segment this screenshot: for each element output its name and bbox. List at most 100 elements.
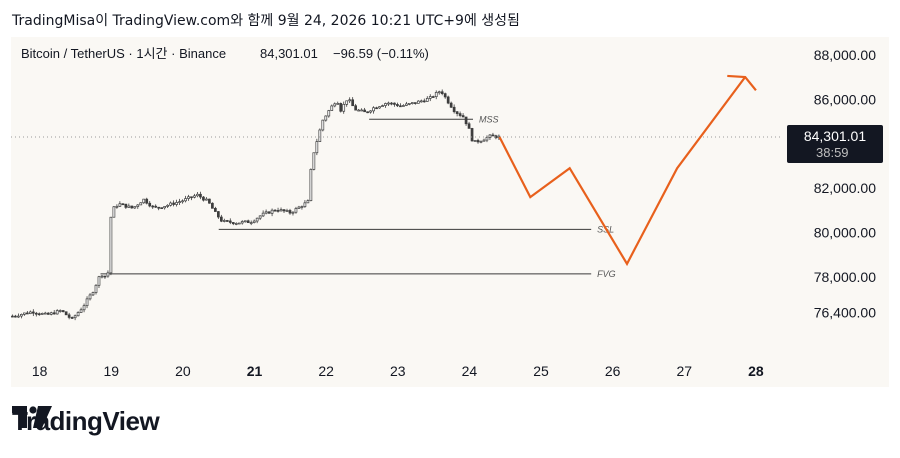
candle-body <box>449 102 453 108</box>
candle-body <box>288 210 292 214</box>
y-tick-label: 86,000.00 <box>814 91 876 107</box>
x-tick-label: 18 <box>32 363 48 379</box>
candle-body <box>339 103 343 112</box>
candle-body <box>148 202 152 207</box>
candle-body <box>413 102 417 104</box>
candle-body <box>378 106 381 109</box>
candle-body <box>476 140 480 143</box>
candle-body <box>312 152 316 170</box>
candle-body <box>211 202 214 209</box>
candle-body <box>106 272 110 277</box>
candle-body <box>103 275 107 278</box>
candle-body <box>214 207 217 212</box>
candle-body <box>297 206 301 209</box>
candle-body <box>261 212 265 217</box>
x-tick-label: 28 <box>748 363 764 379</box>
candle-body <box>479 140 483 143</box>
candle-body <box>222 220 226 222</box>
candle-body <box>240 221 244 224</box>
tradingview-logo[interactable]: TradingView <box>12 406 160 437</box>
candle-body <box>390 102 393 105</box>
candle-body <box>31 311 35 314</box>
candle-body <box>85 298 89 307</box>
candle-body <box>154 205 158 208</box>
x-tick-label: 25 <box>533 363 549 379</box>
candle-body <box>300 206 304 208</box>
publish-info: TradingMisa이 TradingView.com와 함께 9월 24, … <box>12 13 520 29</box>
candle-body <box>202 196 205 201</box>
candle-body <box>82 305 86 311</box>
candle-body <box>14 315 17 318</box>
candle-body <box>411 102 414 104</box>
candle-body <box>187 196 190 199</box>
chart-panel[interactable]: MSS SSL FVG 88,000.00 86,000.00 82,000.00 80,… <box>11 37 889 387</box>
candle-body <box>425 98 429 102</box>
candle-body <box>324 115 328 121</box>
candle-body <box>252 220 256 223</box>
candle-body <box>458 113 462 116</box>
candle-body <box>94 284 98 293</box>
candle-body <box>100 275 104 278</box>
candle-body <box>73 315 77 319</box>
candle-body <box>461 115 465 118</box>
candle-body <box>255 217 259 222</box>
candle-body <box>133 206 137 209</box>
tradingview-logo-icon <box>12 406 52 428</box>
candle-body <box>190 196 193 199</box>
x-tick-label: 26 <box>605 363 621 379</box>
candle-body <box>208 198 211 204</box>
candle-body <box>485 137 489 141</box>
candle-body <box>402 105 405 107</box>
candle-body <box>431 96 435 98</box>
candle-body <box>169 202 172 206</box>
candle-body <box>330 105 334 111</box>
candle-body <box>434 92 438 98</box>
candle-body <box>172 202 175 205</box>
candle-body <box>291 211 295 214</box>
candle-body <box>276 210 280 212</box>
candle-body <box>333 103 337 107</box>
last-price-tag-value: 84,301.01 <box>804 128 866 144</box>
candle-body <box>393 102 396 105</box>
symbol-line: Bitcoin / TetherUS · 1시간 · Binance <box>21 46 226 61</box>
candle-body <box>88 294 92 300</box>
candle-body <box>115 205 119 208</box>
candle-body <box>145 198 149 204</box>
candle-body <box>348 99 352 102</box>
candle-body <box>178 201 181 203</box>
candle-body <box>109 216 113 274</box>
candle-body <box>67 314 71 318</box>
candle-body <box>43 312 47 315</box>
candle-body <box>440 91 444 94</box>
y-tick-label: 88,000.00 <box>814 47 876 63</box>
candle-body <box>399 105 402 108</box>
candle-body <box>49 312 53 315</box>
candle-body <box>157 206 161 209</box>
candle-body <box>321 119 325 131</box>
candle-body <box>437 91 441 94</box>
candle-body <box>11 315 14 318</box>
candle-body <box>452 106 456 113</box>
candle-body <box>428 96 432 99</box>
candle-body <box>369 110 372 113</box>
candle-body <box>387 102 390 105</box>
candle-body <box>139 202 143 206</box>
candle-body <box>405 103 408 106</box>
change-text: −96.59 (−0.11%) <box>333 46 429 61</box>
candle-body <box>91 292 95 296</box>
projection-path <box>498 76 747 267</box>
candle-body <box>166 204 169 207</box>
candle-body <box>360 109 363 112</box>
last-price-header: 84,301.01 <box>260 46 318 61</box>
candle-body <box>231 222 235 225</box>
candle-body <box>467 123 471 129</box>
y-tick-label: 76,400.00 <box>814 305 876 321</box>
candle-body <box>234 223 238 225</box>
candle-body <box>130 205 134 209</box>
candle-body <box>366 111 369 114</box>
candle-body <box>258 215 262 219</box>
candle-body <box>443 93 447 98</box>
y-tick-label: 80,000.00 <box>814 225 876 241</box>
candle-body <box>76 312 80 317</box>
